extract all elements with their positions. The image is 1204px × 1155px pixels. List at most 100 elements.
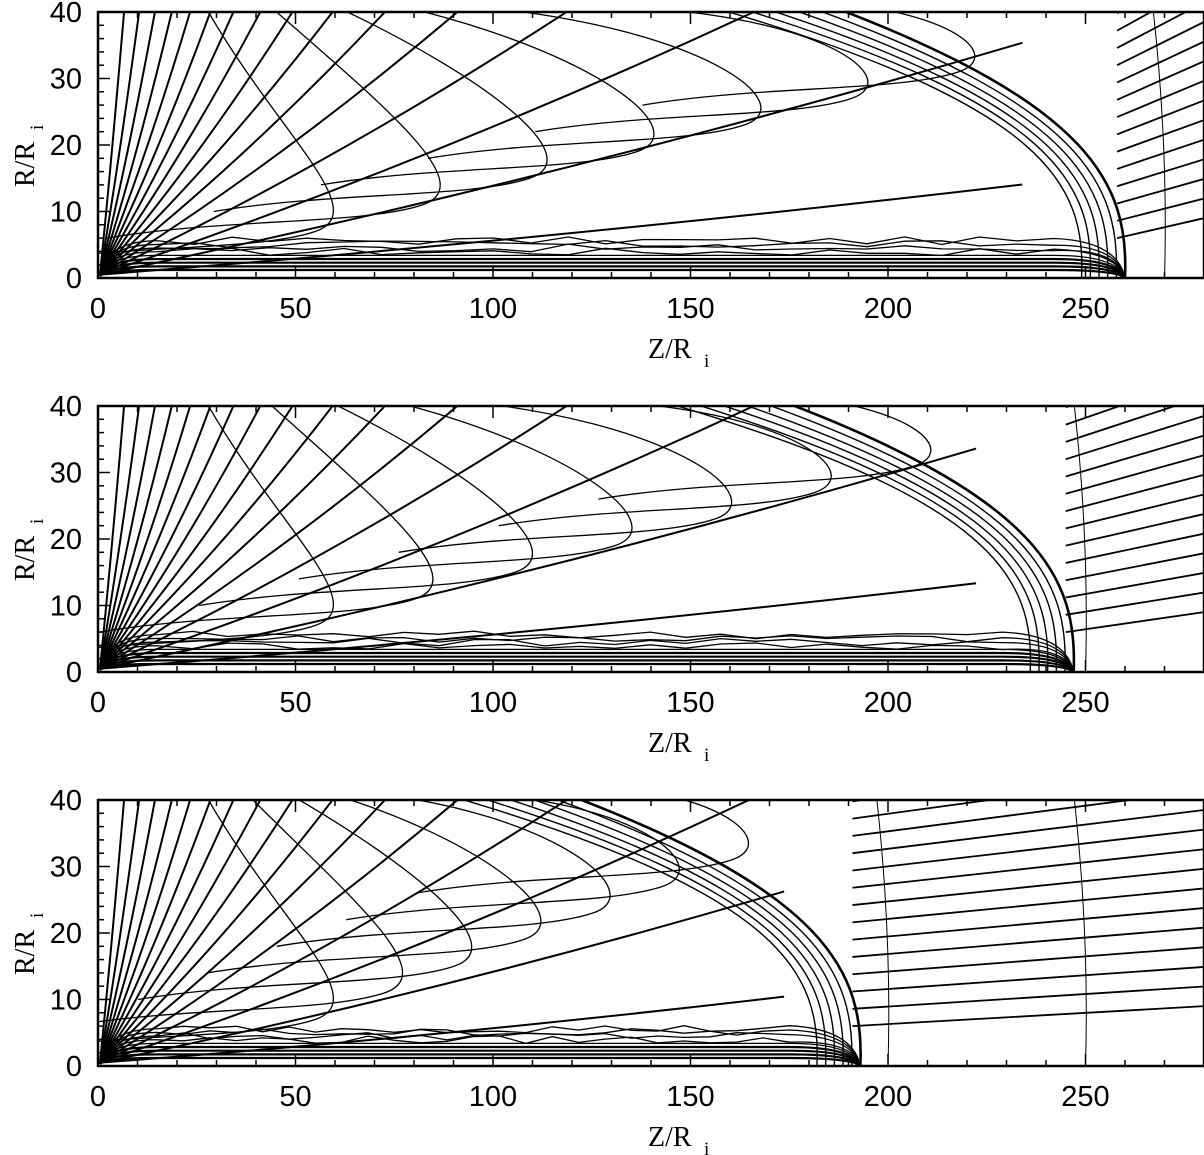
- y-tick-label: 10: [50, 197, 82, 229]
- x-axis-label: Z/R: [648, 728, 692, 759]
- ambient-line: [852, 966, 1204, 993]
- streamline: [99, 890, 785, 1064]
- streamline: [99, 41, 1023, 276]
- y-tick-label: 10: [50, 985, 82, 1017]
- ambient-line: [852, 800, 869, 803]
- x-tick-label: 200: [864, 687, 912, 719]
- contour-line: [298, 406, 633, 580]
- streamline: [98, 406, 141, 669]
- y-tick-label: 20: [50, 130, 82, 162]
- streamline: [99, 800, 173, 1063]
- y-tick-label: 0: [66, 1051, 82, 1083]
- streamline: [99, 12, 334, 276]
- contour-line: [99, 662, 1075, 672]
- x-axis-label-sub: i: [704, 351, 709, 372]
- ambient-line: [852, 848, 1204, 889]
- y-tick-label: 20: [50, 918, 82, 950]
- contour-line: [535, 12, 869, 133]
- contour-line: [98, 406, 335, 648]
- reference-arc: [876, 800, 890, 1066]
- contour-line: [320, 12, 655, 186]
- contour-line: [98, 1045, 862, 1066]
- ambient-line: [852, 907, 1204, 941]
- x-tick-label: 0: [90, 293, 106, 325]
- x-tick-label: 50: [279, 293, 311, 325]
- ambient-line: [1116, 40, 1204, 84]
- streamline: [99, 406, 192, 670]
- contour-line: [577, 800, 862, 1066]
- ambient-line: [1065, 434, 1204, 478]
- y-axis-label-text: R/R: [10, 930, 41, 975]
- ambient-line: [852, 1005, 1204, 1027]
- ambient-line: [852, 985, 1204, 1010]
- reference-arc: [1073, 406, 1087, 672]
- streamline: [99, 12, 156, 275]
- ambient-line: [1065, 552, 1204, 582]
- streamline: [99, 800, 294, 1064]
- contour-line: [198, 406, 534, 607]
- ambient-line: [852, 809, 1204, 855]
- ambient-line: [1116, 21, 1204, 67]
- contour-line: [769, 406, 1066, 672]
- streamline: [99, 406, 156, 669]
- contour-line: [99, 268, 1126, 278]
- contour-line: [726, 12, 1083, 278]
- x-tick-label: 250: [1061, 293, 1109, 325]
- contour-line: [842, 12, 1127, 278]
- contour-line: [598, 406, 932, 500]
- streamline: [99, 800, 235, 1064]
- ambient-line: [852, 800, 996, 820]
- ambient-line: [1116, 119, 1204, 153]
- reference-arc: [1152, 12, 1166, 278]
- contour-line: [99, 1053, 862, 1066]
- ambient-line: [852, 926, 1204, 958]
- x-tick-label: 200: [864, 1081, 912, 1113]
- contour-line: [98, 651, 1075, 672]
- ambient-line: [1065, 415, 1204, 461]
- y-axis-label: R/R i: [10, 913, 48, 975]
- ambient-line: [1116, 60, 1204, 101]
- y-tick-label: 40: [50, 785, 82, 817]
- x-axis-label-sub: i: [704, 1139, 709, 1155]
- contour-line: [721, 406, 1049, 672]
- x-tick-label: 50: [279, 687, 311, 719]
- y-axis-label-sub: i: [27, 913, 48, 918]
- contour-line: [98, 655, 1075, 672]
- ambient-line: [1116, 158, 1204, 188]
- ambient-line: [1116, 138, 1204, 170]
- plot-frame: [96, 798, 1204, 1068]
- streamline: [99, 406, 212, 670]
- streamline: [99, 995, 785, 1064]
- ambient-line: [1116, 12, 1188, 49]
- ambient-line: [1065, 493, 1204, 530]
- streamline: [99, 800, 262, 1064]
- streamline: [99, 406, 459, 670]
- contour-line: [820, 12, 1118, 278]
- x-axis-label: Z/R: [648, 334, 692, 365]
- y-tick-label: 30: [50, 852, 82, 884]
- contour-line: [137, 800, 473, 1001]
- ambient-line: [1065, 454, 1204, 495]
- streamline: [99, 12, 173, 275]
- contour-line: [98, 261, 1126, 278]
- reference-arc: [1073, 800, 1087, 1066]
- contour-line: [642, 12, 976, 106]
- y-tick-label: 0: [66, 657, 82, 689]
- x-axis-label-sub: i: [704, 745, 709, 766]
- streamline: [99, 800, 334, 1064]
- ambient-line: [1116, 99, 1204, 136]
- contour-line: [461, 800, 818, 1066]
- y-axis-label-text: R/R: [10, 142, 41, 187]
- x-tick-label: 50: [279, 1081, 311, 1113]
- y-axis-label-text: R/R: [10, 536, 41, 581]
- ambient-line: [1065, 611, 1204, 633]
- streamline: [99, 12, 212, 276]
- contour-line: [98, 257, 1127, 278]
- streamline: [99, 800, 752, 1064]
- streamline: [99, 183, 1023, 276]
- streamline: [99, 12, 569, 276]
- streamline: [98, 12, 126, 275]
- panel-2: 0 50 100 150 200 250 0 10 20 30 40 Z/R i R/R i: [10, 391, 1204, 766]
- streamline: [99, 12, 294, 276]
- x-tick-label: 100: [469, 1081, 517, 1113]
